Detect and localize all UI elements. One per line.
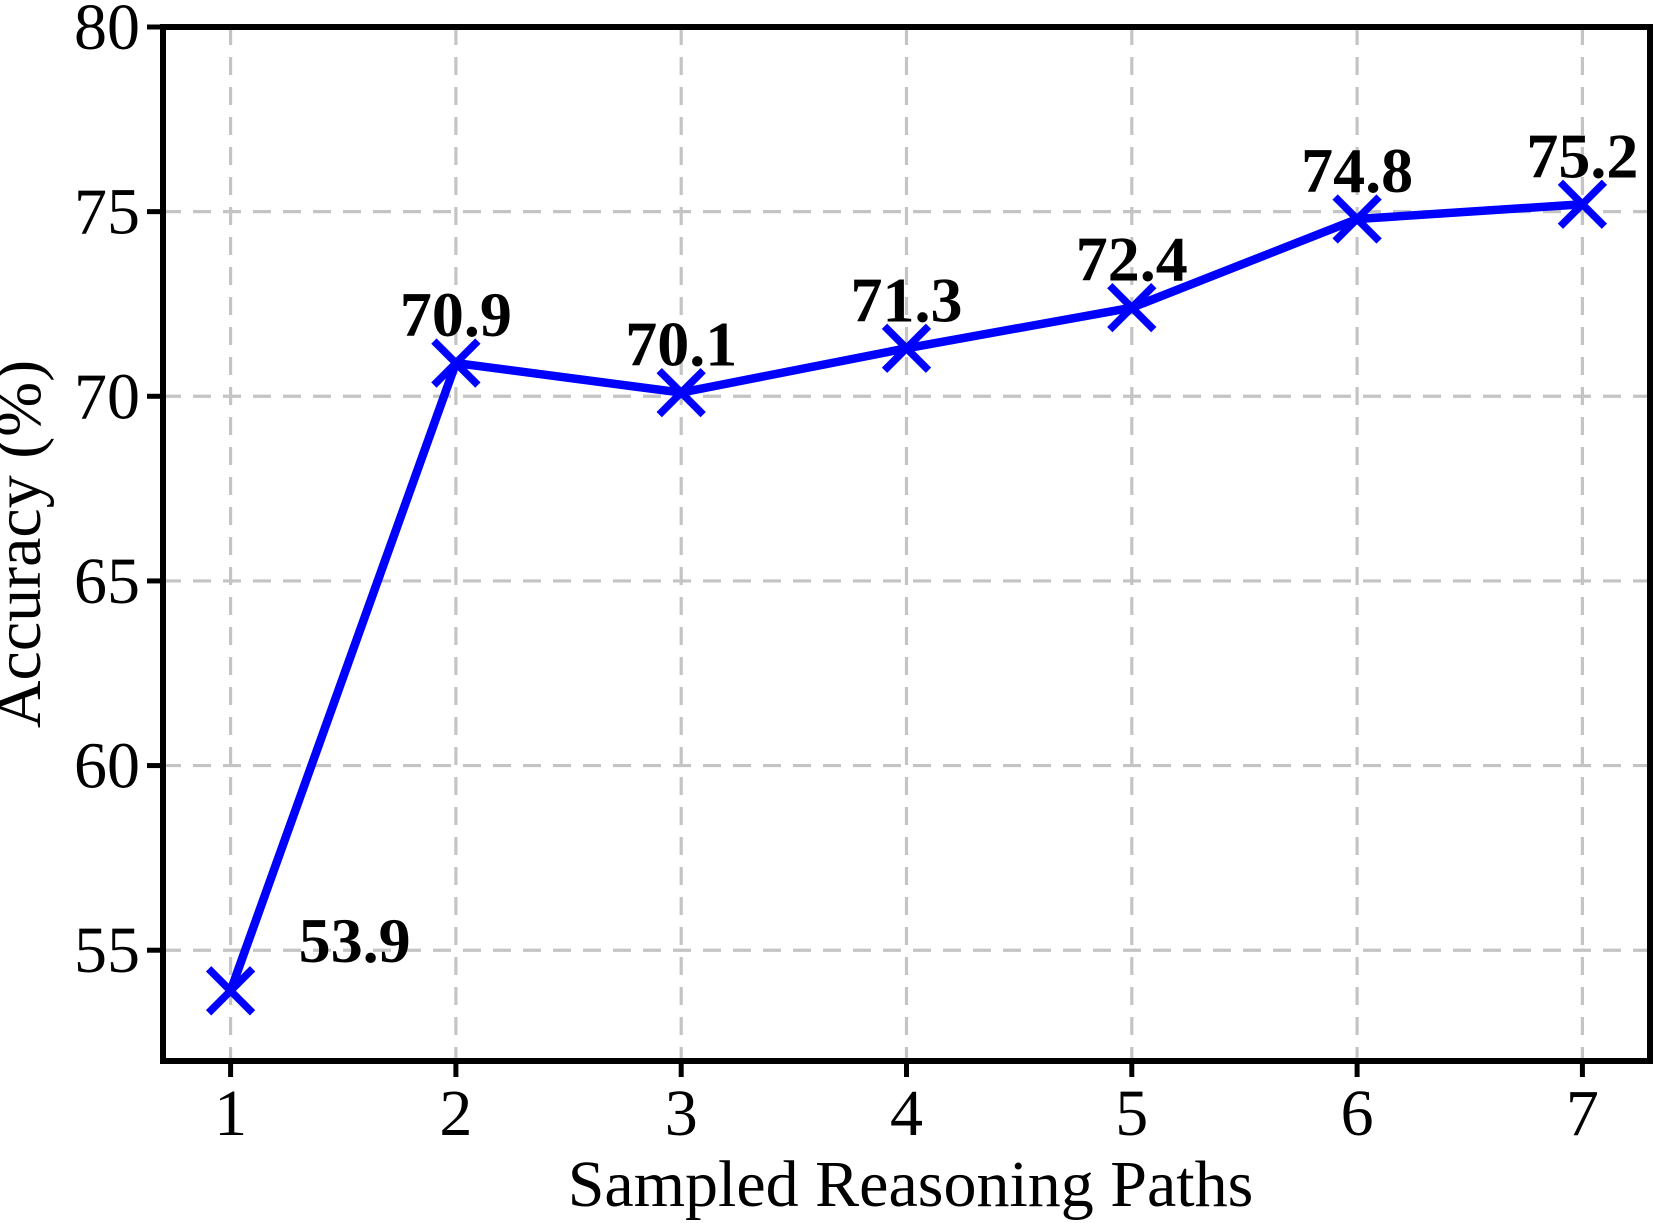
data-point-marker bbox=[881, 323, 932, 373]
data-point-value-label: 74.8 bbox=[1301, 135, 1413, 206]
x-tick-label: 1 bbox=[214, 1077, 247, 1150]
x-tick-label: 6 bbox=[1341, 1077, 1374, 1150]
y-tick-label: 55 bbox=[74, 914, 140, 987]
data-point-marker bbox=[1107, 283, 1157, 333]
data-point-value-label: 72.4 bbox=[1076, 224, 1188, 295]
data-point-marker bbox=[1557, 179, 1608, 229]
data-point-marker bbox=[1332, 194, 1382, 244]
y-tick-label: 80 bbox=[74, 0, 140, 64]
x-tick-label: 3 bbox=[665, 1077, 698, 1150]
y-tick-label: 75 bbox=[74, 176, 140, 249]
data-point-marker bbox=[431, 338, 481, 388]
data-point-value-label: 71.3 bbox=[851, 264, 963, 335]
data-point-value-label: 75.2 bbox=[1526, 120, 1638, 191]
data-point-value-label: 70.1 bbox=[625, 309, 737, 380]
x-axis-label: Sampled Reasoning Paths bbox=[568, 1148, 1254, 1221]
data-point-value-label: 70.9 bbox=[400, 279, 512, 350]
y-axis-label: Accuracy (%) bbox=[0, 360, 55, 728]
y-tick-label: 60 bbox=[74, 730, 140, 803]
y-tick-label: 70 bbox=[74, 360, 140, 433]
y-tick-label: 65 bbox=[74, 545, 140, 618]
x-tick-label: 5 bbox=[1115, 1077, 1148, 1150]
data-point-marker bbox=[656, 367, 706, 418]
x-tick-label: 2 bbox=[439, 1077, 472, 1150]
data-point-marker bbox=[205, 966, 256, 1016]
data-point-value-label: 53.9 bbox=[299, 905, 411, 976]
x-tick-label: 7 bbox=[1566, 1077, 1599, 1150]
x-tick-label: 4 bbox=[890, 1077, 923, 1150]
